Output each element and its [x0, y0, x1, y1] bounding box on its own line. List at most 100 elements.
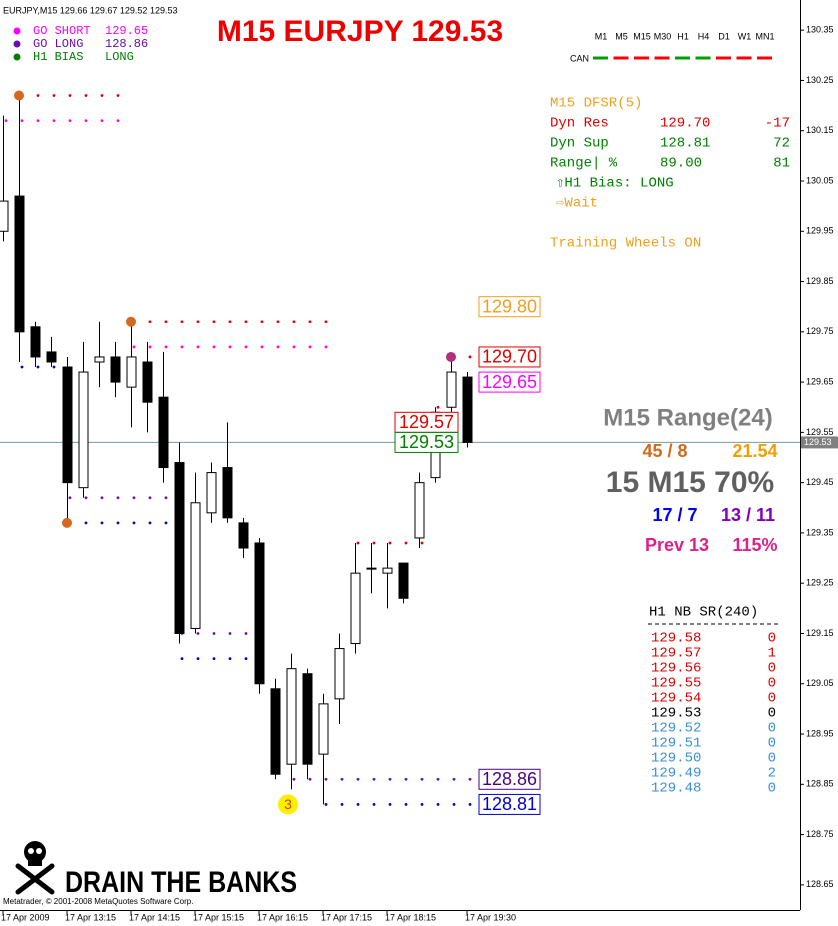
- candle-body: [174, 462, 185, 634]
- y-tick-label: 130.05: [806, 175, 834, 185]
- sr-dot: [196, 632, 200, 635]
- sr-dot: [420, 803, 424, 806]
- y-tick-label: 129.75: [806, 326, 834, 336]
- sr-dot: [84, 521, 88, 525]
- sr-dot: [180, 320, 184, 324]
- signal-marker: [446, 351, 456, 362]
- sr-dot: [372, 777, 376, 781]
- candle-body: [0, 200, 9, 232]
- y-tick-label: 129.45: [806, 477, 834, 487]
- x-tick-label: 17 Apr 16:15: [257, 912, 308, 922]
- h1-price: 129.55: [651, 676, 701, 692]
- h1-price: 129.53: [651, 706, 701, 722]
- level-box: [478, 371, 541, 393]
- tf-label: M1: [595, 31, 608, 41]
- level-box: [394, 431, 459, 453]
- range-main: 15 M15 70%: [606, 466, 774, 499]
- sr-dot: [164, 496, 168, 500]
- candle-body: [222, 467, 233, 519]
- sr-dot: [356, 777, 360, 781]
- candle-body: [302, 673, 313, 765]
- tf-row-label: CAN: [570, 53, 589, 63]
- sr-dot: [356, 541, 360, 545]
- sr-dot: [132, 496, 136, 500]
- sr-dot: [132, 521, 136, 525]
- level-box: [478, 793, 541, 815]
- signal-marker: [14, 90, 24, 101]
- sr-dot: [100, 521, 104, 525]
- tf-label: MN1: [755, 31, 774, 41]
- skull-eye: [28, 848, 34, 854]
- sr-dot: [308, 345, 312, 349]
- sr-dot: [164, 345, 168, 349]
- copyright: Metatrader, © 2001-2008 MetaQuotes Softw…: [3, 897, 193, 906]
- candle-body: [14, 195, 25, 333]
- h1-price: 129.49: [651, 766, 701, 782]
- y-tick-label: 128.85: [806, 779, 834, 789]
- sr-dot: [420, 541, 424, 545]
- y-tick-label: 129.85: [806, 276, 834, 286]
- level-label: 129.80: [482, 296, 537, 316]
- h1-price: 129.50: [651, 751, 701, 767]
- level-label: 129.57: [399, 412, 454, 432]
- candle-body: [414, 482, 425, 539]
- tf-label: M5: [615, 31, 628, 41]
- sr-dot: [276, 320, 280, 324]
- sr-dot: [100, 94, 104, 97]
- dfsr-cell: 128.81: [660, 136, 710, 152]
- sr-dot: [388, 777, 392, 781]
- sr-dot: [212, 657, 216, 661]
- candle-body: [286, 668, 297, 765]
- h1-count: 0: [768, 706, 776, 722]
- sr-dot: [452, 777, 456, 781]
- h1-count: 0: [768, 751, 776, 767]
- logo: DRAIN THE BANKS: [15, 841, 297, 899]
- candle-body: [270, 688, 281, 775]
- sr-dot: [244, 320, 248, 324]
- current-price-label: 129.53: [804, 437, 832, 447]
- sr-dot: [228, 345, 232, 349]
- h1-price: 129.54: [651, 691, 701, 707]
- sr-dot: [116, 119, 120, 123]
- x-tick-label: 17 Apr 2009: [1, 912, 50, 922]
- sr-dot: [324, 345, 328, 349]
- range-count-b: 13 / 11: [721, 505, 775, 525]
- h1-price: 129.58: [651, 631, 701, 647]
- sr-dot: [468, 355, 472, 359]
- candle-body: [110, 356, 121, 383]
- x-tick-label: 17 Apr 13:15: [65, 912, 116, 922]
- sr-dot: [436, 405, 440, 409]
- dfsr-cell: 89.00: [660, 156, 702, 172]
- level-label: 129.65: [482, 372, 537, 392]
- sr-dot: [52, 119, 56, 123]
- crossbone: [15, 863, 55, 895]
- sr-dot: [84, 496, 88, 500]
- level-label: 128.81: [482, 794, 537, 814]
- sr-dot: [260, 345, 264, 349]
- y-tick-label: 130.15: [806, 125, 834, 135]
- y-tick-label: 129.35: [806, 527, 834, 537]
- sr-dot: [116, 496, 120, 500]
- h1-price: 129.52: [651, 721, 701, 737]
- sr-dot: [212, 632, 216, 635]
- h1-count: 0: [768, 721, 776, 737]
- tf-label: M15: [633, 31, 651, 41]
- h1-count: 0: [768, 631, 776, 647]
- range-prev: Prev 13: [645, 535, 709, 555]
- y-tick-label: 129.05: [806, 678, 834, 688]
- sr-dot: [388, 541, 392, 545]
- range-prev-pct: 115%: [732, 535, 777, 555]
- sr-dot: [468, 803, 472, 806]
- tf-state: [736, 56, 752, 60]
- skull-jaw: [28, 858, 42, 866]
- sr-dot: [308, 320, 312, 324]
- sr-dot: [324, 803, 328, 806]
- sr-dot: [404, 541, 408, 545]
- tf-label: M30: [654, 31, 672, 41]
- sr-dot: [244, 345, 248, 349]
- sr-dot: [36, 94, 40, 97]
- sr-dot: [164, 521, 168, 525]
- skull: [24, 841, 46, 863]
- sr-dot: [196, 345, 200, 349]
- signal-value: LONG: [105, 50, 134, 64]
